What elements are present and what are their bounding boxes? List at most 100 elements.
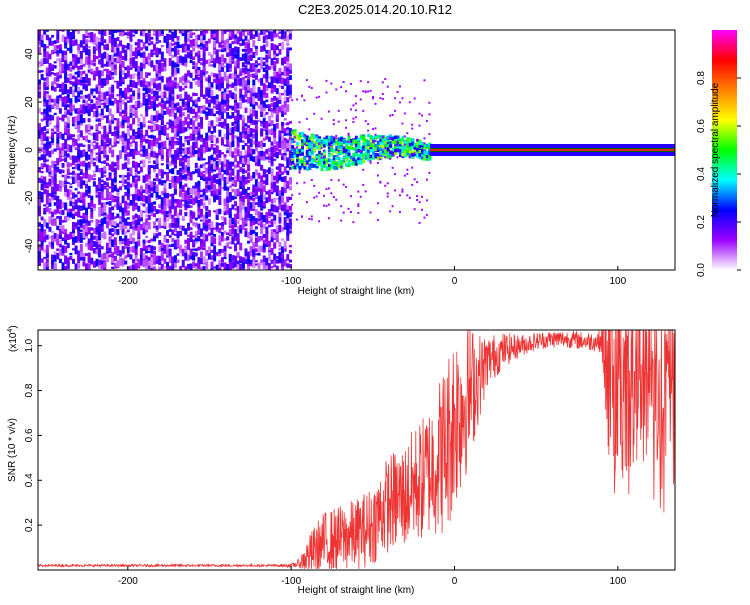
noise-cell — [87, 174, 91, 183]
noise-cell — [252, 156, 256, 162]
noise-cell — [134, 51, 138, 59]
noise-cell — [166, 248, 170, 254]
noise-cell — [247, 136, 251, 144]
noise-cell — [252, 34, 256, 40]
noise-cell — [278, 42, 282, 47]
noise-cell — [236, 115, 240, 120]
signal-cell — [386, 182, 389, 185]
noise-cell — [262, 142, 266, 147]
noise-cell — [103, 130, 107, 138]
noise-cell — [139, 133, 143, 138]
noise-cell — [48, 142, 52, 149]
signal-cell — [372, 135, 376, 140]
noise-cell — [244, 123, 248, 127]
noise-cell — [260, 226, 264, 235]
noise-cell — [202, 214, 206, 223]
signal-cell — [305, 160, 309, 164]
noise-cell — [40, 223, 44, 232]
noise-cell — [98, 219, 102, 224]
signal-cell — [293, 163, 296, 166]
noise-cell — [239, 200, 243, 205]
noise-cell — [218, 158, 222, 165]
noise-cell — [48, 114, 52, 121]
signal-cell — [389, 144, 393, 148]
signal-cell — [354, 109, 357, 112]
noise-cell — [152, 99, 156, 107]
noise-cell — [145, 109, 149, 117]
noise-cell — [155, 229, 159, 233]
signal-cell — [323, 194, 326, 197]
noise-cell — [103, 63, 107, 67]
signal-cell — [313, 158, 317, 163]
signal-cell — [318, 142, 321, 145]
noise-cell — [254, 140, 258, 145]
signal-cell — [376, 218, 379, 221]
signal-cell — [379, 180, 382, 183]
noise-cell — [74, 188, 78, 191]
signal-cell — [340, 86, 343, 89]
signal-cell — [300, 139, 304, 143]
noise-cell — [77, 65, 81, 70]
noise-cell — [252, 149, 256, 154]
noise-cell — [145, 46, 149, 51]
noise-cell — [116, 106, 120, 114]
noise-cell — [254, 45, 258, 50]
noise-cell — [113, 196, 117, 199]
noise-cell — [231, 183, 235, 187]
noise-cell — [132, 163, 136, 168]
noise-cell — [71, 201, 75, 205]
noise-cell — [108, 254, 112, 258]
noise-cell — [56, 248, 60, 251]
noise-cell — [247, 211, 251, 219]
noise-cell — [103, 100, 107, 109]
noise-cell — [265, 56, 269, 63]
signal-cell — [291, 139, 295, 144]
noise-cell — [231, 195, 235, 201]
noise-cell — [192, 261, 196, 268]
noise-cell — [286, 142, 290, 149]
noise-cell — [137, 97, 141, 100]
noise-cell — [113, 256, 117, 262]
signal-cell — [342, 183, 345, 186]
noise-cell — [273, 175, 277, 181]
noise-cell — [236, 236, 240, 242]
noise-cell — [79, 243, 83, 252]
signal-cell — [376, 153, 380, 157]
noise-cell — [173, 155, 177, 163]
noise-cell — [43, 231, 47, 237]
noise-cell — [160, 169, 164, 176]
noise-cell — [194, 74, 198, 80]
signal-cell — [325, 139, 329, 144]
noise-cell — [283, 122, 287, 126]
noise-cell — [66, 208, 70, 213]
noise-cell — [66, 215, 70, 221]
noise-cell — [45, 182, 49, 189]
noise-cell — [173, 187, 177, 195]
noise-cell — [145, 235, 149, 239]
noise-cell — [207, 165, 211, 174]
noise-cell — [173, 30, 177, 38]
noise-cell — [92, 40, 96, 45]
signal-cell — [411, 151, 415, 155]
noise-cell — [69, 133, 73, 138]
noise-cell — [260, 77, 264, 86]
noise-cell — [179, 199, 183, 207]
noise-cell — [223, 262, 227, 270]
noise-cell — [202, 54, 206, 63]
noise-cell — [249, 262, 253, 267]
noise-cell — [244, 127, 248, 131]
noise-cell — [226, 242, 230, 249]
signal-cell — [335, 166, 339, 170]
noise-cell — [64, 112, 68, 118]
noise-cell — [273, 264, 277, 268]
noise-cell — [247, 71, 251, 80]
noise-cell — [113, 30, 117, 33]
noise-cell — [79, 215, 83, 219]
signal-cell — [313, 135, 317, 139]
noise-cell — [87, 242, 91, 251]
noise-cell — [150, 115, 154, 123]
noise-cell — [77, 134, 81, 141]
noise-cell — [231, 168, 235, 176]
noise-cell — [173, 202, 177, 205]
signal-cell — [354, 95, 357, 98]
